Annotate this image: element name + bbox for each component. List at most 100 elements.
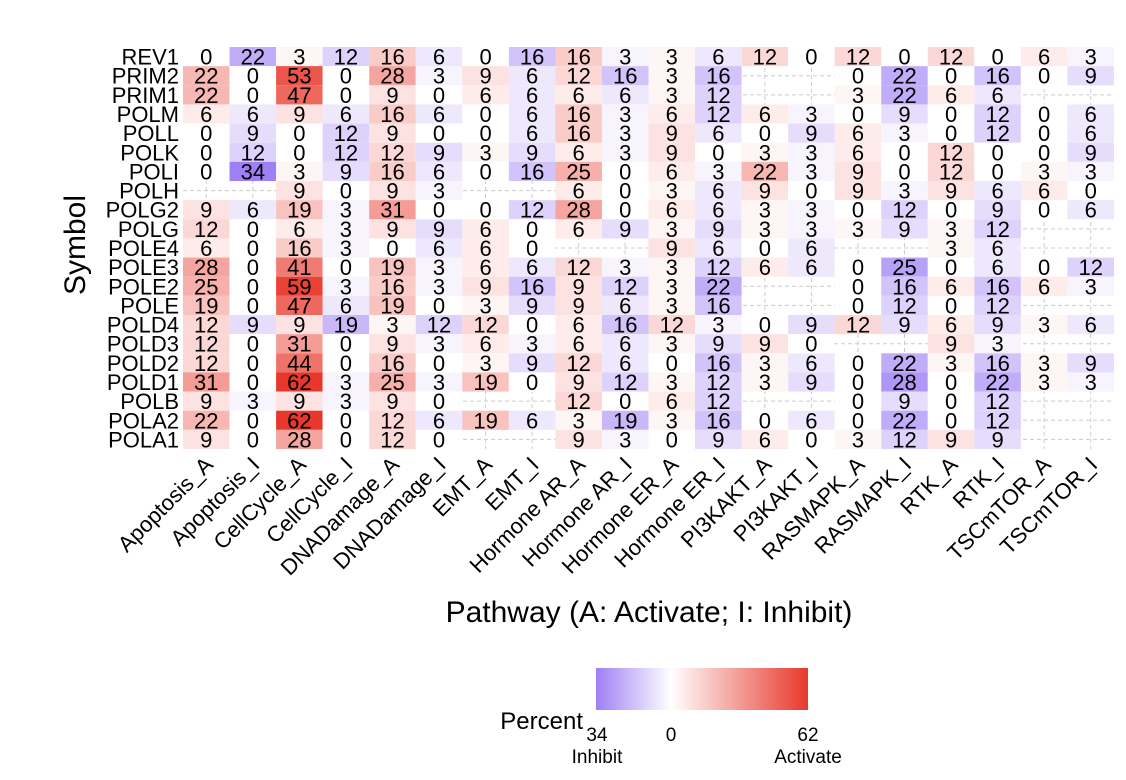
cell-value-label: 9 [200, 389, 212, 414]
heatmap-cell [462, 142, 509, 162]
cell-value-label: 0 [1038, 121, 1050, 146]
cell-value-label: 3 [1085, 45, 1097, 70]
heatmap-cell [1067, 104, 1114, 124]
heatmap-cell [974, 123, 1021, 143]
cell-value-label: 6 [945, 313, 957, 338]
cell-value-label: 12 [892, 198, 916, 223]
heatmap-cell [927, 238, 975, 258]
cell-value-label: 3 [340, 274, 352, 299]
cell-value-label: 0 [619, 159, 631, 184]
cell-value-label: 0 [247, 332, 259, 357]
heatmap-cell [415, 123, 463, 143]
cell-value-label: 6 [712, 45, 724, 70]
y-tick-label: REV1 [122, 45, 179, 70]
heatmap-cell [788, 315, 835, 335]
heatmap-cell [276, 429, 323, 449]
cell-value-label: 0 [666, 427, 678, 452]
heatmap-cell [462, 161, 509, 181]
heatmap-cell [415, 200, 463, 220]
heatmap-cell [601, 429, 649, 449]
heatmap-cell [183, 219, 230, 239]
heatmap-cell [462, 334, 509, 354]
heatmap-cell [927, 123, 975, 143]
cell-value-label: 3 [666, 217, 678, 242]
cell-value-label: 0 [340, 64, 352, 89]
heatmap-cell [1067, 315, 1114, 335]
heatmap-cell [788, 47, 835, 67]
cell-value-label: 0 [666, 351, 678, 376]
heatmap-cell [183, 334, 230, 354]
heatmap-cell [183, 372, 230, 392]
heatmap-cell [1020, 47, 1068, 67]
heatmap-cell [462, 257, 509, 277]
heatmap-cell [601, 181, 649, 201]
heatmap-cell [927, 104, 975, 124]
y-tick-label: POLH [119, 179, 179, 204]
legend-min-label: 34 [586, 725, 608, 746]
cell-value-label: 9 [293, 102, 305, 127]
cell-value-label: 6 [852, 140, 864, 165]
heatmap-cell [229, 429, 277, 449]
heatmap-cell [183, 142, 230, 162]
cell-value-label: 62 [287, 408, 311, 433]
heatmap-cell [834, 315, 882, 335]
heatmap-cell [695, 66, 742, 86]
cell-value-label: 25 [566, 159, 590, 184]
heatmap-cell [881, 276, 928, 296]
cell-value-label: 22 [892, 83, 916, 108]
heatmap-cell [183, 104, 230, 124]
heatmap-cell [276, 181, 323, 201]
y-tick-label: POLB [120, 389, 179, 414]
heatmap-cell [276, 142, 323, 162]
cell-value-label: 6 [247, 198, 259, 223]
heatmap-cell [927, 161, 975, 181]
heatmap-cell [322, 372, 370, 392]
heatmap-cell [695, 161, 742, 181]
heatmap-cell [881, 372, 928, 392]
heatmap-cell [974, 276, 1021, 296]
heatmap-cell [183, 123, 230, 143]
cell-value-label: 0 [247, 427, 259, 452]
cell-value-label: 9 [759, 332, 771, 357]
heatmap-cell [741, 334, 789, 354]
cell-value-label: 6 [619, 83, 631, 108]
heatmap-cell [788, 123, 835, 143]
cell-value-label: 9 [992, 313, 1004, 338]
cell-value-label: 19 [287, 198, 311, 223]
cell-value-label: 12 [241, 140, 265, 165]
cell-value-label: 22 [194, 408, 218, 433]
cell-value-label: 12 [1078, 255, 1102, 280]
cell-value-label: 3 [340, 370, 352, 395]
y-tick-label: POLD4 [107, 313, 179, 338]
heatmap-cell [415, 47, 463, 67]
cell-value-label: 0 [852, 102, 864, 127]
cell-value-label: 12 [520, 198, 544, 223]
y-tick-label: POLE4 [108, 236, 179, 261]
cell-value-label: 12 [380, 140, 404, 165]
heatmap-cell [927, 200, 975, 220]
cell-value-label: 0 [200, 121, 212, 146]
cell-value-label: 6 [619, 293, 631, 318]
cell-value-label: 6 [479, 217, 491, 242]
heatmap-cell [741, 257, 789, 277]
cell-value-label: 3 [479, 140, 491, 165]
cell-value-label: 0 [479, 45, 491, 70]
y-tick-label: POLI [129, 159, 179, 184]
cell-value-label: 0 [433, 293, 445, 318]
heatmap-cell [369, 47, 416, 67]
heatmap-cell [462, 66, 509, 86]
heatmap-cell [276, 66, 323, 86]
heatmap-cell [555, 334, 602, 354]
cell-value-label: 0 [852, 370, 864, 395]
cell-value-label: 3 [1085, 370, 1097, 395]
heatmap-cell [369, 142, 416, 162]
cell-value-label: 3 [805, 102, 817, 127]
heatmap-cell [415, 219, 463, 239]
heatmap-cell [1020, 276, 1068, 296]
heatmap-cell [462, 104, 509, 124]
cell-value-label: 0 [852, 64, 864, 89]
cell-value-label: 0 [759, 408, 771, 433]
cell-value-label: 3 [898, 179, 910, 204]
heatmap-cell [555, 315, 602, 335]
heatmap-cell [183, 276, 230, 296]
